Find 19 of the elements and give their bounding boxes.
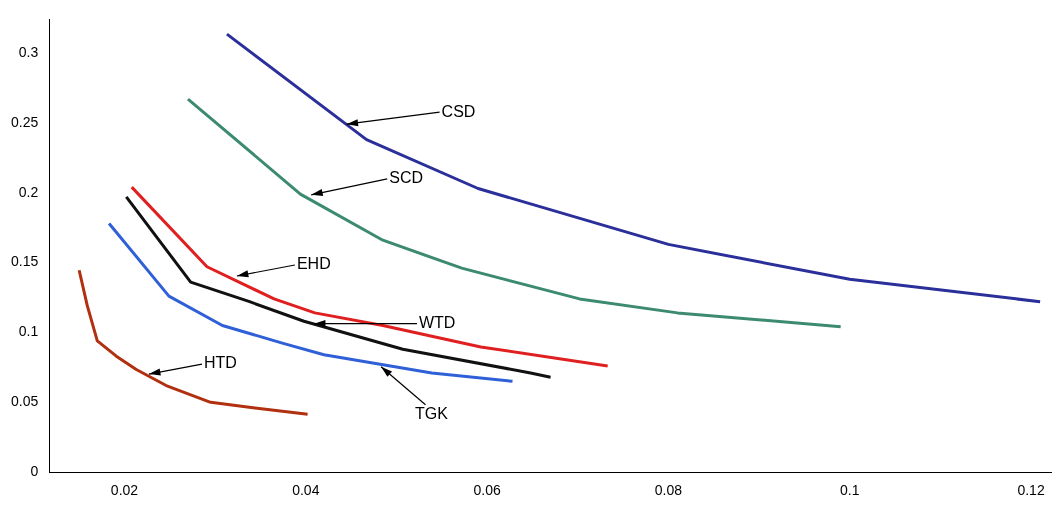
y-tick-label: 0.15 [11,253,39,270]
x-tick-label: 0.08 [654,482,683,499]
y-tick-label: 0.1 [18,323,39,340]
annotation: CSD [441,102,476,120]
x-tick-label: 0.1 [840,482,860,499]
x-tick-label: 0.04 [292,482,320,499]
x-tick-label: 0.06 [473,482,501,499]
annotation: HTD [203,354,237,372]
y-tick-label: 0 [30,463,39,480]
y-tick-label: 0.2 [18,183,39,200]
x-tick-label: 0.02 [110,482,139,499]
annotation: WTD [418,314,456,332]
annotation: EHD [296,255,331,273]
y-tick-label: 0.05 [11,393,39,410]
y-tick-label: 0.25 [11,113,39,130]
annotation: SCD [389,169,424,187]
x-tick-label: 0.12 [1017,482,1045,499]
y-tick-label: 0.3 [18,43,39,60]
annotation: TGK [415,405,449,423]
